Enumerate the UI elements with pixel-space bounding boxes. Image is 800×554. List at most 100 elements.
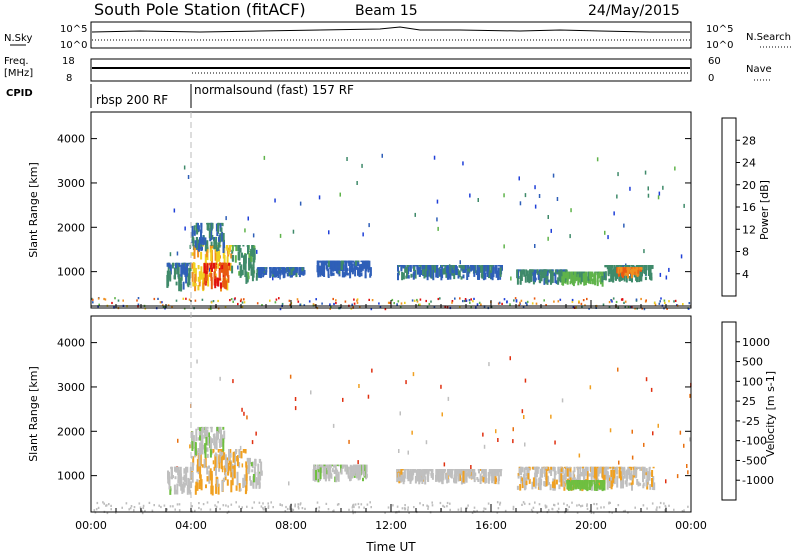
scatter-cell (645, 299, 647, 302)
scatter-cell (289, 303, 291, 306)
patch-cell (252, 257, 255, 269)
scatter-cell (387, 301, 390, 304)
patch-cell (258, 458, 261, 463)
patch-cell (626, 267, 629, 271)
echo-cell (292, 229, 295, 234)
patch-cell (194, 283, 197, 287)
scatter-cell (419, 502, 421, 505)
patch-cell (210, 450, 213, 455)
scatter-cell (227, 505, 229, 508)
patch-cell (231, 249, 234, 254)
patch-cell (357, 267, 359, 276)
patch-cell (292, 267, 295, 274)
patch-cell (177, 466, 180, 470)
patch-cell (200, 229, 202, 239)
patch-cell (528, 478, 531, 484)
patch-cell (451, 469, 454, 475)
echo-cell (604, 230, 606, 235)
scatter-cell (470, 298, 472, 301)
patch-cell (274, 273, 276, 278)
patch-cell (247, 245, 250, 252)
patch-cell (405, 275, 408, 279)
scatter-cell (498, 301, 501, 304)
patch-cell (331, 464, 334, 467)
echo-cell (643, 249, 645, 254)
scatter-cell (142, 506, 145, 509)
patch-cell (532, 274, 535, 282)
scatter-cell (329, 303, 331, 306)
patch-cell (593, 480, 596, 485)
patch-cell (210, 426, 213, 433)
scatter-cell (407, 506, 409, 509)
patch-cell (210, 248, 213, 261)
patch-cell (245, 469, 248, 482)
patch-cell (401, 271, 404, 281)
scatter-cell (92, 298, 94, 301)
scatter-cell (609, 501, 611, 504)
patch-cell (639, 466, 642, 471)
patch-cell (333, 260, 336, 263)
scatter-cell (336, 503, 339, 506)
patch-cell (554, 272, 557, 283)
patch-cell (191, 441, 194, 451)
patch-cell (517, 475, 520, 479)
echo-cell (288, 481, 290, 486)
patch-cell (350, 260, 353, 272)
patch-cell (364, 268, 367, 279)
echo-cell (647, 186, 649, 191)
echo-cell (219, 376, 221, 381)
patch-cell (342, 260, 345, 272)
patch-cell (209, 426, 212, 429)
scatter-cell (660, 297, 662, 300)
echo-cell (318, 195, 321, 200)
colorbar-tick-label: 1000 (742, 336, 770, 349)
patch-cell (612, 469, 615, 483)
scatter-cell (299, 303, 301, 306)
patch-cell (588, 271, 591, 279)
echo-cell (405, 380, 407, 385)
patch-cell (550, 466, 553, 476)
echo-cell (310, 390, 312, 395)
patch-cell (206, 222, 209, 225)
patch-cell (357, 473, 360, 477)
patch-cell (367, 266, 370, 272)
patch-cell (497, 265, 500, 267)
patch-cell (536, 269, 539, 275)
patch-cell (216, 426, 219, 432)
patch-cell (327, 260, 330, 267)
scatter-cell (106, 504, 108, 507)
scatter-cell (417, 303, 420, 306)
patch-cell (216, 479, 219, 487)
patch-cell (614, 269, 617, 277)
echo-cell (538, 194, 541, 198)
patch-cell (543, 481, 546, 487)
scatter-cell (520, 299, 523, 302)
patch-cell (594, 466, 597, 470)
patch-cell (324, 260, 326, 266)
patch-cell (553, 479, 556, 489)
patch-cell (467, 268, 470, 272)
patch-cell (217, 430, 220, 434)
scatter-cell (624, 306, 627, 309)
scatter-cell (352, 512, 354, 515)
patch-cell (483, 265, 486, 267)
patch-cell (613, 265, 616, 270)
patch-cell (274, 267, 277, 273)
patch-cell (264, 267, 267, 269)
patch-cell (216, 232, 219, 236)
cpid-label: CPID (6, 88, 33, 99)
scatter-cell (387, 506, 390, 509)
echo-cell (629, 186, 631, 191)
patch-cell (283, 267, 286, 277)
scatter-cell (580, 302, 583, 305)
patch-cell (525, 269, 528, 276)
scatter-cell (214, 504, 216, 507)
scatter-cell (209, 508, 212, 511)
patch-cell (195, 237, 198, 249)
scatter-cell (240, 298, 243, 301)
patch-cell (274, 267, 277, 269)
patch-cell (335, 260, 338, 274)
patch-cell (400, 265, 403, 272)
patch-cell (346, 268, 349, 271)
scatter-cell (602, 303, 605, 306)
